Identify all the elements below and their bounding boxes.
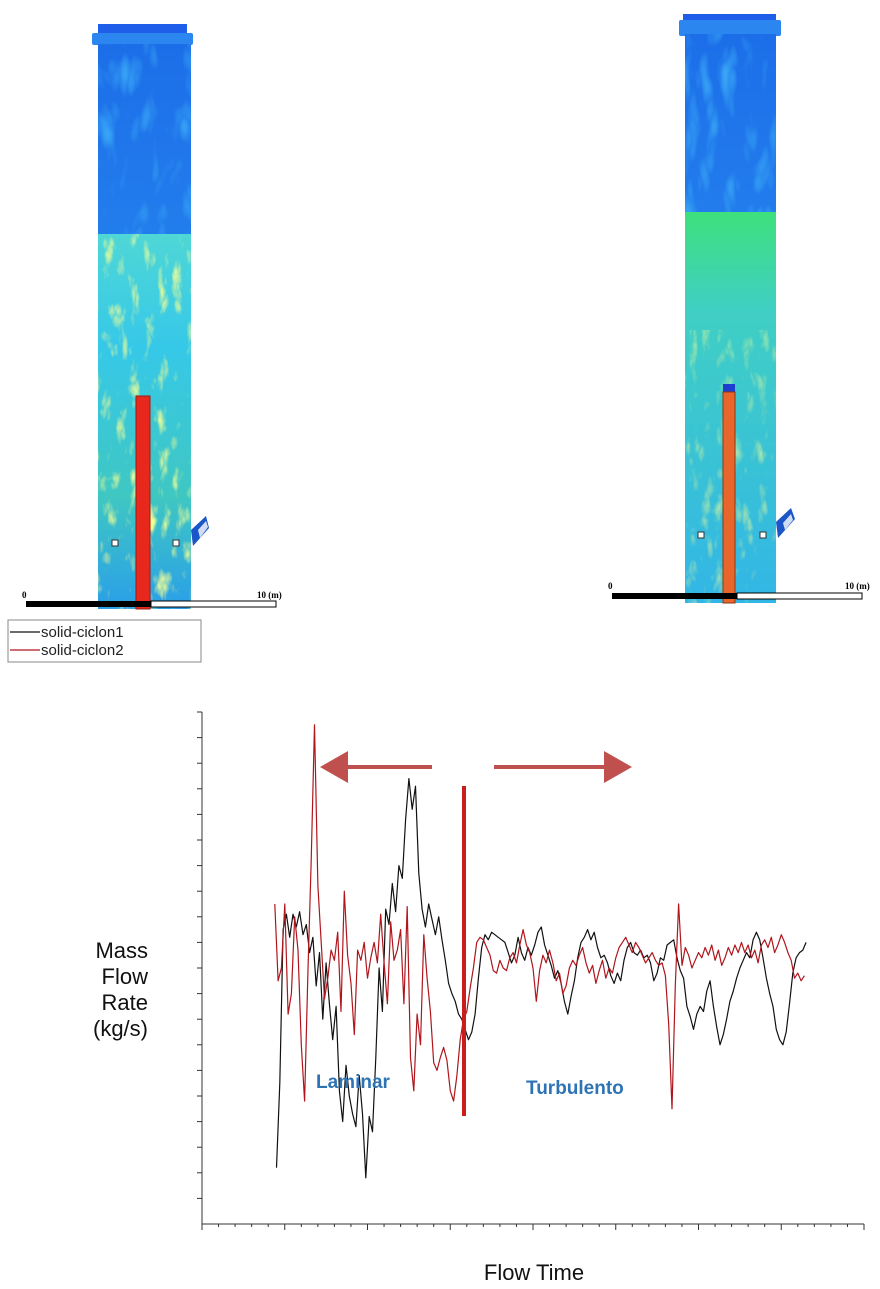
turbulent-label: Turbulento (526, 1078, 624, 1099)
y-axis-label-line3: Rate (102, 990, 148, 1015)
scale-start-label: 0 (608, 581, 613, 591)
gas-eddies (98, 44, 191, 234)
scale-bar-empty (736, 592, 863, 600)
inlet-marker-left (111, 539, 119, 547)
scale-start-label: 0 (22, 590, 27, 600)
turbulent-contour-panel: 0 10 (m) (608, 14, 870, 604)
y-axis-label-line1: Mass (95, 938, 148, 963)
legend-label-series2: solid-ciclon2 (41, 642, 124, 659)
inlet-marker-right (759, 531, 767, 539)
scale-end-label: 10 (m) (257, 590, 282, 600)
mass-flow-chart: Laminar Turbulento Mass Flow Rate (kg/s)… (93, 711, 865, 1285)
column-flange (92, 33, 193, 45)
series-line-solid-ciclon2 (274, 724, 805, 1110)
x-axis-label: Flow Time (484, 1260, 584, 1285)
riser-cap (723, 384, 735, 392)
column-flange (679, 20, 781, 36)
side-outlet-tip (198, 521, 208, 538)
chart-legend: solid-ciclon1 solid-ciclon2 (7, 619, 202, 663)
y-axis-label-line2: Flow (102, 964, 149, 989)
series-line-solid-ciclon1 (275, 777, 807, 1179)
inlet-marker-right (172, 539, 180, 547)
y-axis-ticks (197, 711, 202, 1199)
riser-tube (722, 391, 736, 604)
legend-box (7, 619, 202, 663)
scale-bar-filled (26, 601, 151, 607)
laminar-contour-panel: 0 10 (m) (22, 24, 282, 610)
legend-label-series1: solid-ciclon1 (41, 624, 124, 641)
y-axis-label-line4: (kg/s) (93, 1016, 148, 1041)
gas-eddies (685, 34, 776, 214)
side-outlet-tip (783, 514, 793, 530)
inlet-marker-left (697, 531, 705, 539)
scale-bar-empty (150, 600, 277, 608)
riser-tube (135, 395, 151, 610)
laminar-label: Laminar (316, 1072, 391, 1093)
x-axis-ticks (201, 1224, 865, 1230)
scale-end-label: 10 (m) (845, 581, 870, 591)
scale-bar-filled (612, 593, 737, 599)
